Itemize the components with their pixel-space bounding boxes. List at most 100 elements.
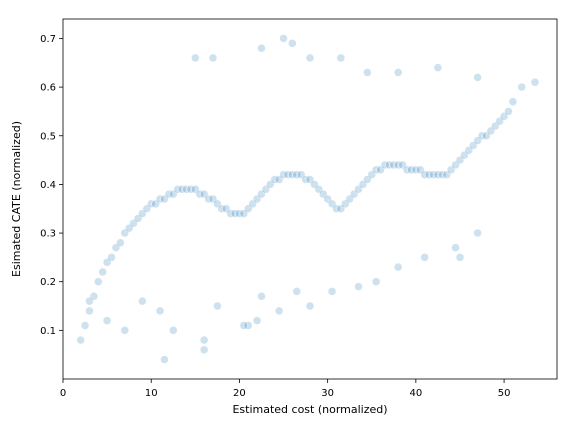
x-tick-label: 0 bbox=[60, 388, 66, 399]
y-axis-ticks: 0.1 0.2 0.3 0.4 0.5 0.6 0.7 bbox=[40, 34, 63, 337]
data-point bbox=[424, 170, 434, 179]
data-point bbox=[332, 204, 341, 213]
data-point bbox=[468, 141, 478, 150]
y-tick-label: 0.5 bbox=[40, 131, 56, 142]
data-point bbox=[138, 209, 147, 218]
data-point bbox=[213, 301, 222, 311]
data-point bbox=[305, 301, 315, 311]
x-axis-ticks: 0 10 20 30 40 50 bbox=[60, 379, 510, 399]
y-tick-label: 0.4 bbox=[40, 180, 56, 191]
data-point bbox=[266, 180, 275, 189]
data-point bbox=[94, 277, 103, 286]
data-point bbox=[433, 170, 443, 179]
x-tick-label: 20 bbox=[233, 388, 246, 399]
data-point bbox=[160, 194, 169, 204]
data-point bbox=[89, 292, 99, 301]
data-point bbox=[349, 189, 359, 199]
data-point bbox=[120, 326, 129, 335]
data-point bbox=[473, 73, 482, 82]
data-point bbox=[504, 107, 513, 116]
data-point bbox=[292, 170, 302, 179]
data-point bbox=[270, 175, 279, 184]
data-point bbox=[358, 180, 368, 189]
data-point bbox=[213, 199, 222, 209]
data-point bbox=[116, 238, 125, 248]
data-point bbox=[217, 204, 227, 213]
data-point bbox=[288, 39, 297, 48]
data-point bbox=[393, 160, 403, 170]
data-point bbox=[473, 228, 482, 238]
data-point bbox=[508, 97, 518, 106]
data-point bbox=[244, 321, 253, 330]
data-point bbox=[517, 82, 526, 92]
data-point bbox=[296, 170, 306, 179]
data-point bbox=[191, 53, 200, 63]
data-point bbox=[257, 43, 266, 53]
data-point bbox=[420, 170, 429, 179]
data-point bbox=[371, 165, 381, 175]
x-axis-label: Estimated cost (normalized) bbox=[232, 403, 387, 416]
y-tick-label: 0.2 bbox=[40, 277, 56, 288]
data-point bbox=[429, 170, 438, 179]
data-point bbox=[354, 185, 363, 194]
data-point bbox=[239, 321, 249, 330]
data-point bbox=[80, 321, 90, 330]
data-point bbox=[204, 194, 213, 204]
data-point bbox=[301, 175, 310, 184]
data-point bbox=[235, 209, 244, 218]
data-point bbox=[274, 175, 284, 184]
y-tick-label: 0.6 bbox=[40, 83, 56, 94]
data-point bbox=[169, 326, 178, 335]
data-point bbox=[455, 253, 465, 262]
y-axis-label: Esimated CATE (normalized) bbox=[10, 121, 23, 277]
data-point bbox=[177, 185, 187, 194]
data-point bbox=[491, 121, 500, 131]
data-point bbox=[85, 306, 94, 316]
data-point bbox=[310, 180, 319, 189]
data-point bbox=[120, 228, 129, 238]
data-point bbox=[292, 287, 302, 296]
data-point bbox=[182, 185, 191, 194]
data-point bbox=[208, 53, 218, 63]
data-point bbox=[155, 306, 165, 316]
data-point bbox=[155, 194, 165, 204]
data-point bbox=[305, 53, 315, 63]
data-point bbox=[327, 287, 337, 296]
data-point bbox=[336, 204, 346, 213]
data-point bbox=[186, 185, 196, 194]
data-point bbox=[530, 77, 540, 87]
data-point bbox=[226, 209, 235, 218]
data-point bbox=[451, 243, 460, 252]
points-layer bbox=[76, 34, 540, 364]
data-point bbox=[402, 165, 412, 175]
data-point bbox=[477, 131, 487, 141]
data-point bbox=[279, 170, 288, 179]
data-point bbox=[420, 253, 429, 262]
y-tick-label: 0.7 bbox=[40, 34, 56, 45]
data-point bbox=[416, 165, 425, 175]
data-point bbox=[133, 214, 143, 223]
data-point bbox=[336, 53, 346, 63]
data-point bbox=[124, 223, 134, 233]
data-point bbox=[433, 63, 443, 72]
data-point bbox=[367, 170, 376, 179]
data-point bbox=[257, 189, 266, 199]
y-tick-label: 0.1 bbox=[40, 326, 56, 337]
data-point bbox=[195, 189, 204, 199]
data-point bbox=[341, 199, 350, 209]
data-point bbox=[151, 199, 160, 209]
data-point bbox=[252, 316, 262, 325]
data-point bbox=[446, 165, 456, 175]
data-point bbox=[288, 170, 297, 179]
x-tick-label: 10 bbox=[145, 388, 158, 399]
data-point bbox=[85, 296, 94, 306]
data-point bbox=[230, 209, 240, 218]
data-point bbox=[169, 189, 178, 199]
data-point bbox=[164, 189, 174, 199]
data-point bbox=[102, 257, 112, 267]
data-point bbox=[244, 204, 253, 213]
data-point bbox=[107, 253, 116, 262]
data-point bbox=[486, 126, 496, 136]
x-tick-label: 40 bbox=[409, 388, 422, 399]
